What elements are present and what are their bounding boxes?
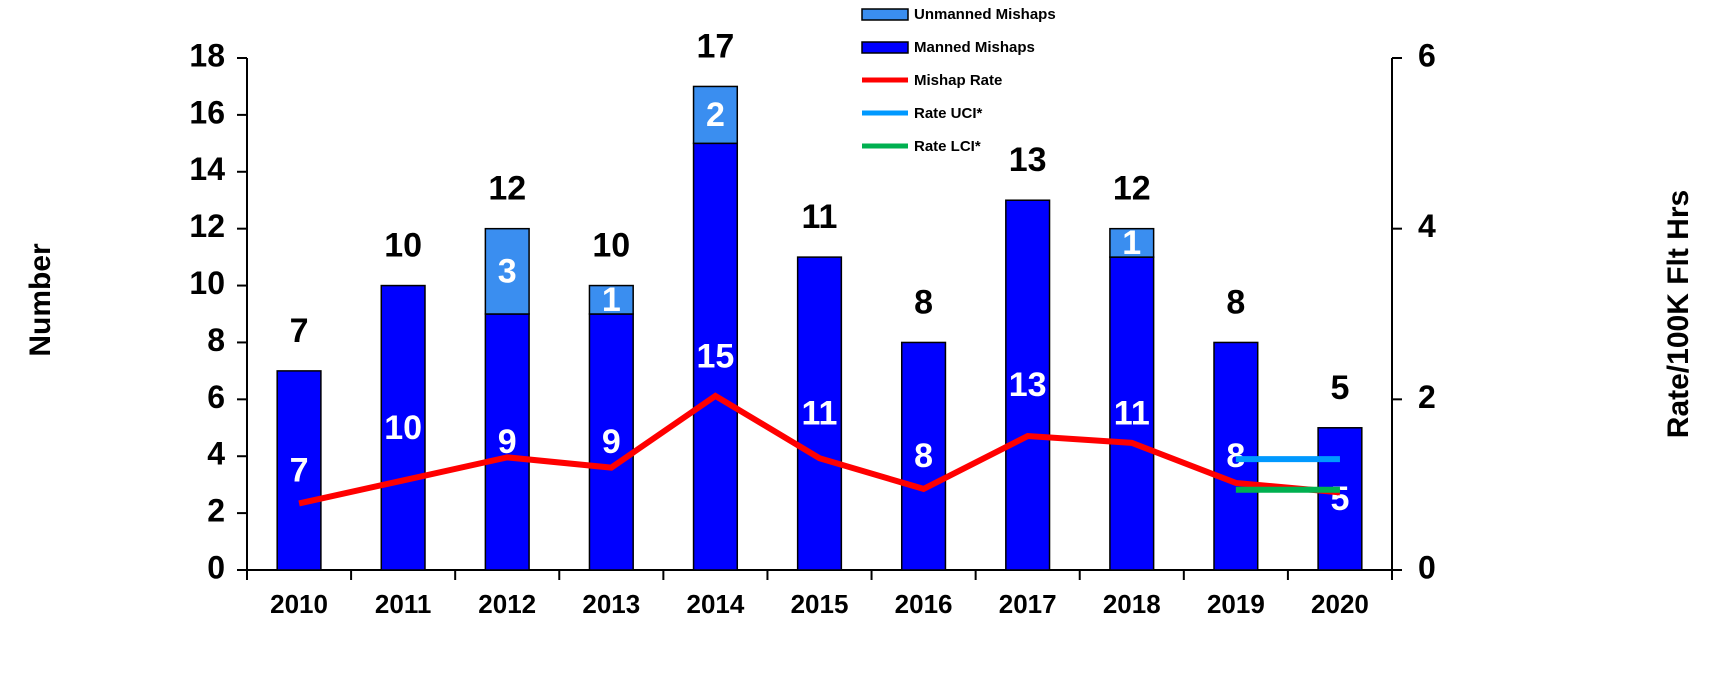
bar-segment — [796, 256, 843, 571]
bar-segment — [1317, 427, 1363, 571]
legend-label: Rate UCI* — [914, 105, 983, 122]
total-label: 7 — [290, 312, 309, 350]
bar-segment — [1109, 227, 1155, 258]
y2-tick-label: 4 — [1418, 208, 1436, 244]
bar-segment — [692, 142, 739, 571]
total-label: 12 — [488, 170, 526, 208]
y-tick-label: 2 — [207, 493, 225, 529]
y-tick-label: 0 — [207, 549, 225, 585]
total-label: 8 — [1226, 283, 1245, 321]
x-tick-label: 2019 — [1207, 589, 1265, 619]
y-tick-label: 4 — [207, 436, 225, 472]
y-axis-label: Number — [24, 243, 57, 357]
total-label: 8 — [914, 283, 933, 321]
legend-label: Unmanned Mishaps — [914, 6, 1056, 23]
y-tick-label: 12 — [189, 208, 225, 244]
bar-segment — [900, 341, 947, 571]
segment-label: 10 — [384, 409, 422, 447]
legend-swatch — [861, 8, 909, 21]
y-tick-label: 6 — [207, 379, 225, 415]
x-tick-label: 2013 — [582, 589, 640, 619]
segment-label: 1 — [1122, 224, 1141, 262]
x-tick-label: 2016 — [895, 589, 953, 619]
x-tick-label: 2020 — [1311, 589, 1369, 619]
total-label: 12 — [1113, 170, 1151, 208]
x-tick-label: 2012 — [478, 589, 536, 619]
x-tick-label: 2011 — [375, 589, 431, 619]
bar-segment — [484, 313, 530, 571]
segment-label: 9 — [602, 423, 621, 461]
segment-label: 9 — [498, 423, 517, 461]
bar-segment — [692, 85, 739, 145]
y2-tick-label: 2 — [1418, 379, 1436, 415]
total-label: 13 — [1009, 141, 1047, 179]
y2-tick-label: 0 — [1418, 549, 1436, 585]
bar-segment — [588, 313, 634, 571]
segment-label: 3 — [498, 252, 517, 290]
y-tick-label: 8 — [207, 322, 225, 358]
segment-label: 15 — [696, 338, 734, 376]
bar-segment — [1005, 199, 1051, 571]
x-tick-label: 2015 — [791, 589, 849, 619]
legend-label: Mishap Rate — [914, 72, 1002, 89]
legend-label: Manned Mishaps — [914, 39, 1035, 56]
bar-segment — [380, 284, 426, 571]
total-label: 11 — [802, 198, 838, 236]
line-series — [298, 392, 1341, 507]
y-tick-label: 18 — [189, 37, 225, 73]
y-tick-label: 10 — [189, 265, 225, 301]
segment-label: 5 — [1330, 480, 1349, 518]
y-tick-label: 14 — [189, 151, 225, 187]
x-tick-label: 2010 — [270, 589, 328, 619]
total-label: 5 — [1330, 369, 1349, 407]
segment-label: 1 — [602, 281, 621, 319]
segment-label: 2 — [706, 96, 725, 134]
x-tick-label: 2014 — [686, 589, 744, 619]
segment-label: 13 — [1009, 366, 1047, 404]
y-tick-label: 16 — [189, 94, 225, 130]
total-label: 17 — [696, 27, 734, 65]
x-tick-label: 2018 — [1103, 589, 1161, 619]
segment-label: 8 — [914, 437, 933, 475]
total-label: 10 — [384, 227, 422, 265]
y2-tick-label: 6 — [1418, 37, 1436, 73]
bar-segment — [588, 284, 634, 315]
legend-label: Rate LCI* — [914, 138, 981, 155]
total-label: 10 — [592, 227, 630, 265]
bar-segment — [1109, 256, 1155, 571]
y2-axis-label: Rate/100K Flt Hrs — [1662, 190, 1695, 438]
segment-label: 11 — [1114, 395, 1150, 433]
segment-label: 11 — [802, 395, 838, 433]
bar-segment — [276, 370, 322, 571]
x-tick-label: 2017 — [999, 589, 1057, 619]
bar-segment — [484, 227, 530, 315]
legend-swatch — [861, 41, 909, 54]
segment-label: 7 — [290, 451, 309, 489]
